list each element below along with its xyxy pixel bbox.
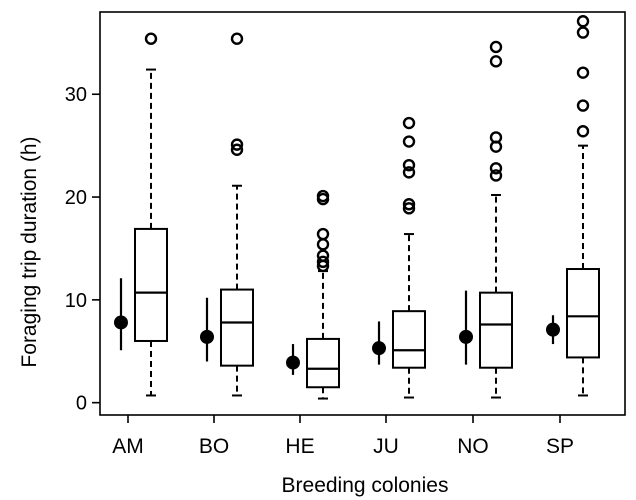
point-estimate <box>114 315 128 330</box>
box-outlier <box>316 238 330 251</box>
box-outlier <box>576 99 590 112</box>
x-tick-label: AM <box>112 435 144 458</box>
box-iqr <box>134 227 168 342</box>
box-outlier <box>576 15 590 28</box>
box-iqr <box>479 291 513 369</box>
point-estimate <box>372 341 386 356</box>
point-estimate <box>286 355 300 370</box>
point-estimate <box>459 329 473 344</box>
y-tick-label: 0 <box>76 393 87 415</box>
x-axis-label: Breeding colonies <box>282 474 449 497</box>
box-outlier <box>576 66 590 79</box>
y-axis-label: Foraging trip duration (h) <box>18 136 41 367</box>
box-outlier <box>489 55 503 68</box>
x-tick-label: JU <box>373 435 399 458</box>
plot-frame <box>99 11 626 416</box>
box-outlier <box>402 166 416 179</box>
point-estimate <box>200 329 214 344</box>
box-outlier <box>402 158 416 172</box>
box-outlier <box>489 169 503 182</box>
box-outlier <box>402 116 416 130</box>
y-tick-label: 20 <box>65 187 87 209</box>
box-outlier <box>402 135 416 148</box>
box-outlier <box>144 32 158 45</box>
box-outlier <box>402 198 416 211</box>
box-iqr <box>220 288 254 367</box>
box-outlier <box>576 125 590 138</box>
box-outlier <box>489 162 503 175</box>
box-outlier <box>230 143 244 156</box>
box-outlier <box>316 249 330 262</box>
y-tick-label: 30 <box>65 84 87 106</box>
box-outlier <box>576 26 590 39</box>
box-outlier <box>316 227 330 241</box>
box-outlier <box>316 189 330 203</box>
box-outlier <box>230 32 244 45</box>
box-outlier <box>316 255 330 269</box>
y-tick-label: 10 <box>65 290 87 312</box>
box-outlier <box>489 131 503 144</box>
x-tick-label: BO <box>199 435 229 458</box>
x-tick-label: HE <box>285 435 314 458</box>
box-outlier <box>402 202 416 215</box>
x-tick-label: NO <box>457 435 489 458</box>
box-outlier <box>489 40 503 54</box>
box-iqr <box>566 268 600 359</box>
box-outlier <box>230 138 244 151</box>
point-estimate <box>546 322 560 337</box>
box-iqr <box>392 310 426 369</box>
box-iqr <box>306 337 340 389</box>
x-tick-label: SP <box>546 435 574 458</box>
